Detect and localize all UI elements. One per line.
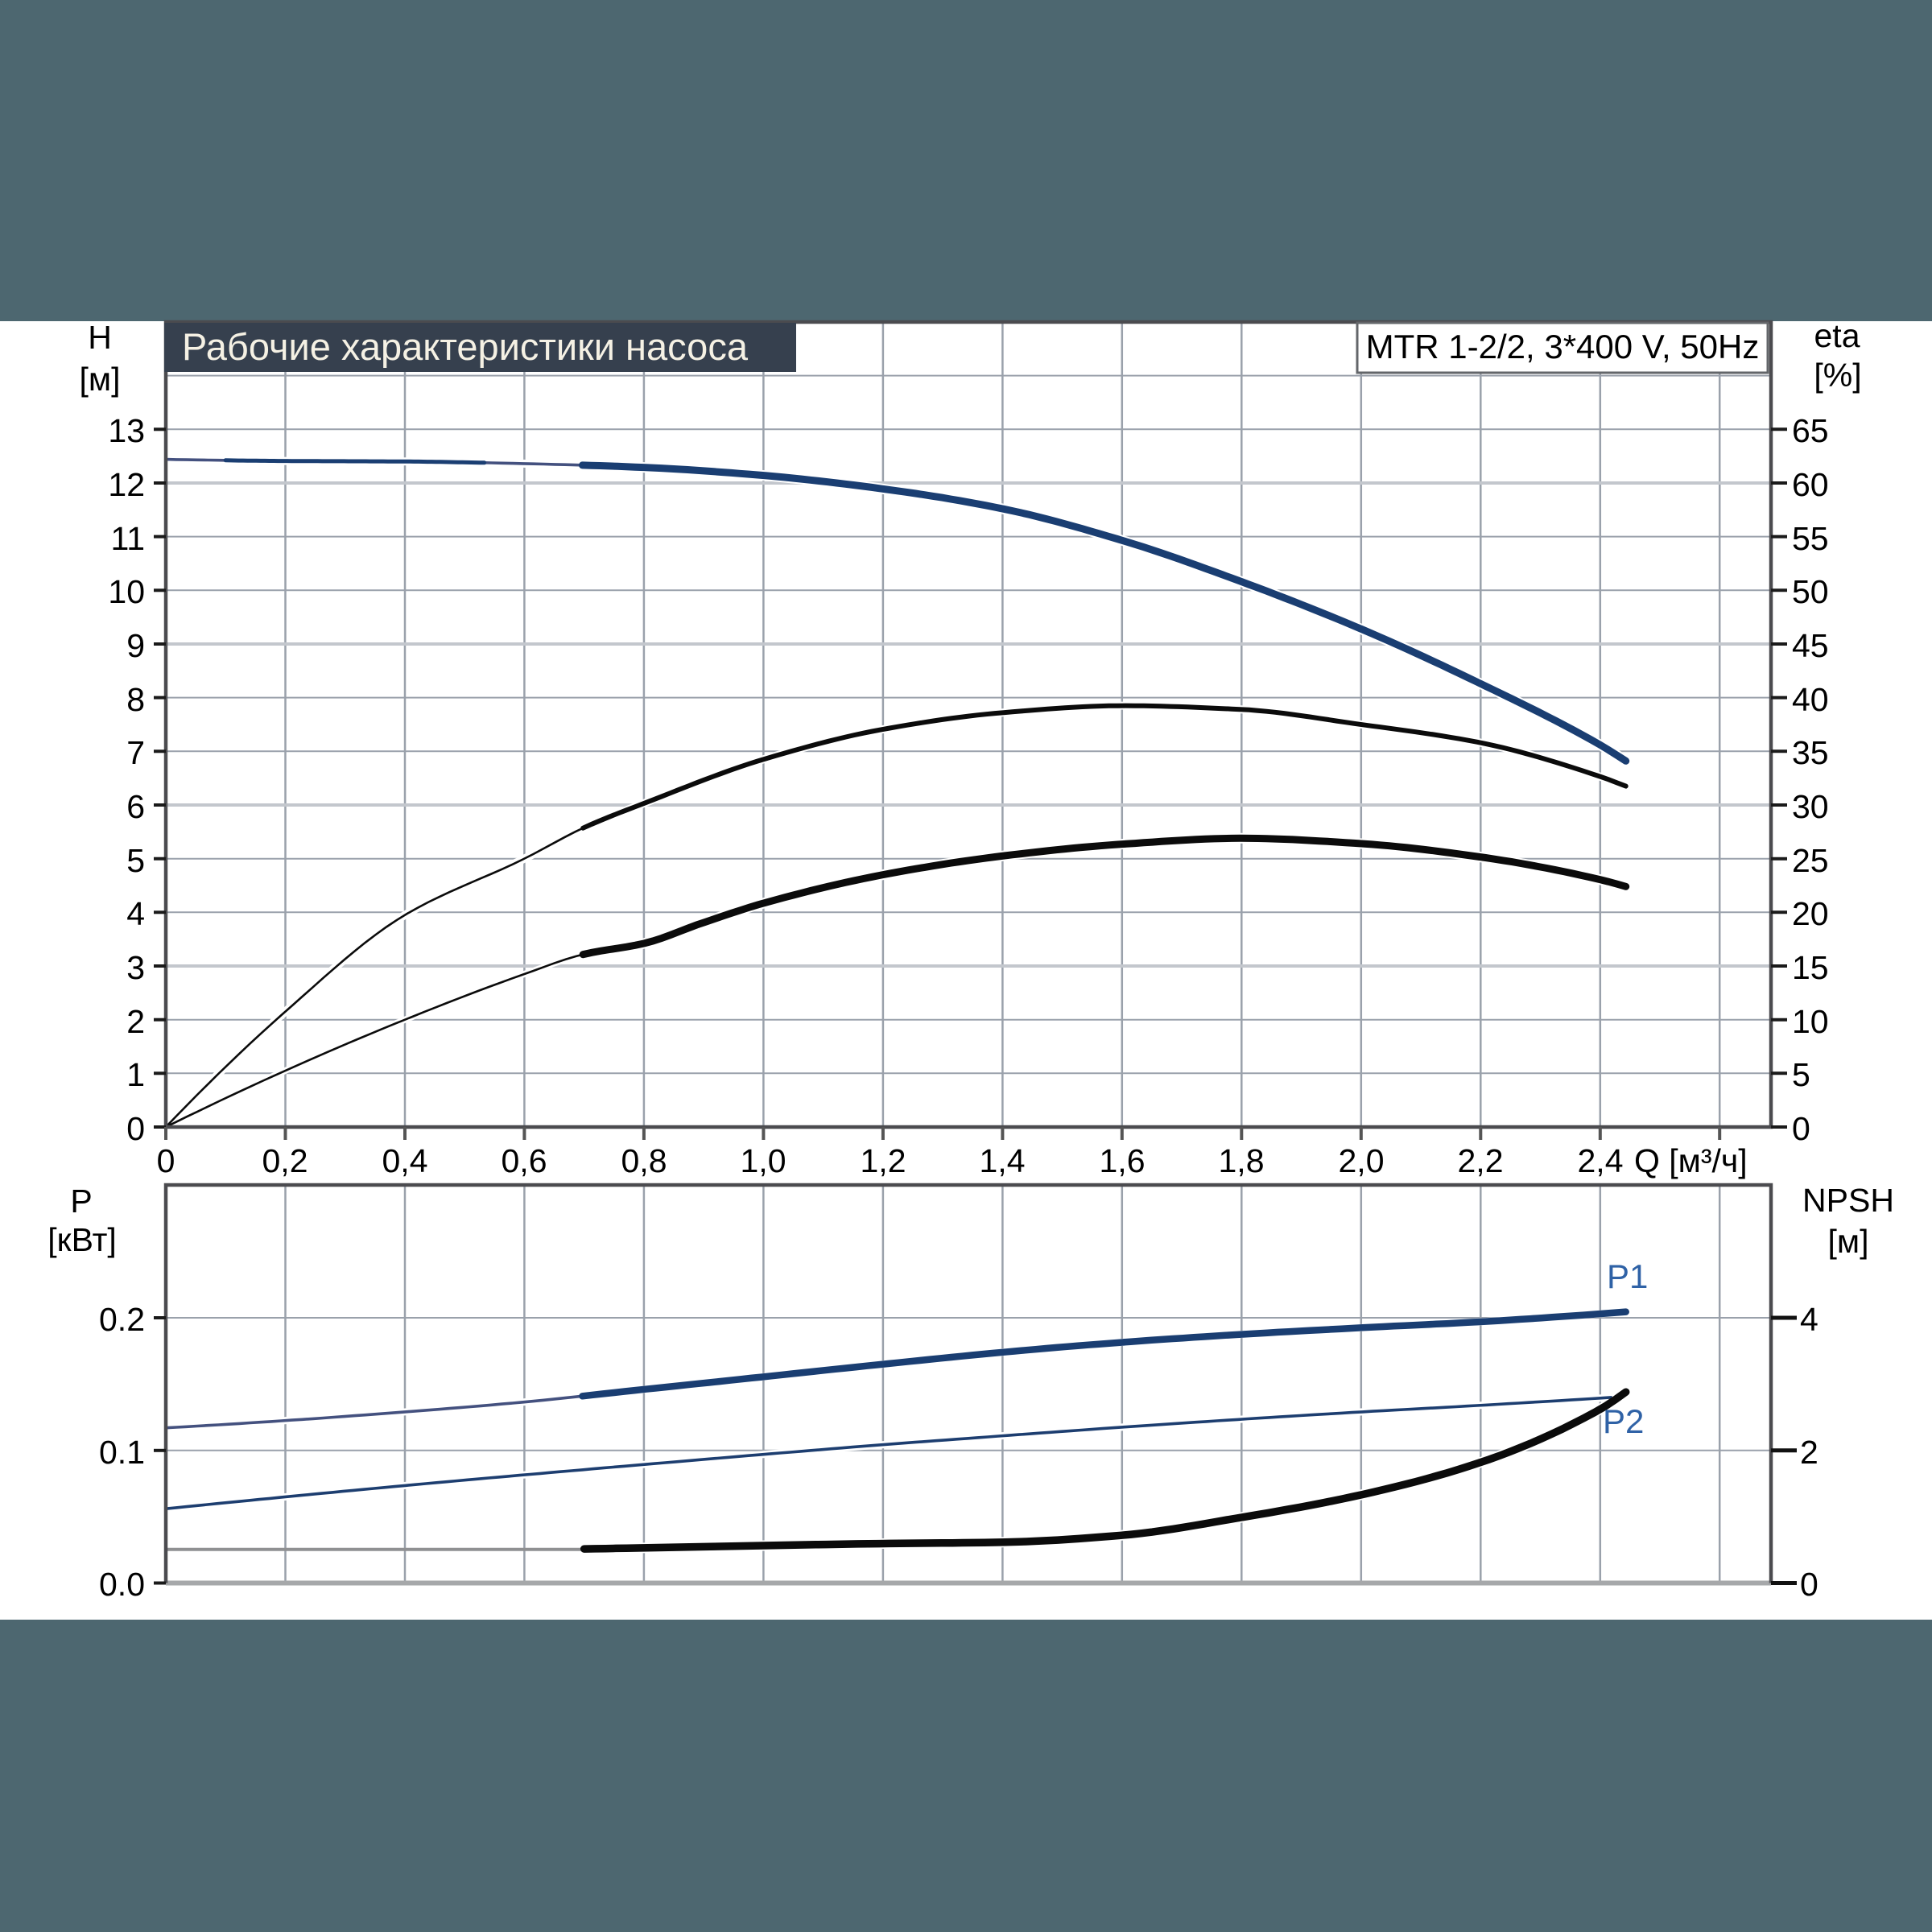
svg-text:11: 11 [110, 520, 145, 557]
svg-text:45: 45 [1792, 627, 1829, 664]
svg-text:35: 35 [1792, 734, 1829, 771]
svg-text:20: 20 [1792, 895, 1829, 932]
svg-text:65: 65 [1792, 412, 1829, 449]
svg-text:0: 0 [126, 1110, 145, 1147]
svg-text:0,6: 0,6 [502, 1142, 547, 1179]
svg-text:12: 12 [108, 466, 145, 503]
svg-text:3: 3 [126, 949, 145, 986]
svg-text:Рабочие характеристики насоса: Рабочие характеристики насоса [182, 325, 749, 368]
svg-text:10: 10 [1792, 1003, 1829, 1040]
svg-text:4: 4 [1800, 1301, 1818, 1338]
svg-text:6: 6 [126, 788, 145, 825]
svg-text:0.2: 0.2 [99, 1301, 145, 1338]
svg-text:1,8: 1,8 [1219, 1142, 1265, 1179]
svg-text:55: 55 [1792, 520, 1829, 557]
svg-text:2,4: 2,4 [1578, 1142, 1624, 1179]
svg-text:60: 60 [1792, 466, 1829, 503]
svg-text:H: H [88, 319, 112, 356]
svg-text:0.1: 0.1 [99, 1434, 145, 1471]
svg-text:1,6: 1,6 [1100, 1142, 1146, 1179]
svg-text:25: 25 [1792, 842, 1829, 879]
svg-text:15: 15 [1792, 949, 1829, 986]
svg-text:1,2: 1,2 [861, 1142, 906, 1179]
svg-text:MTR 1-2/2, 3*400 V, 50Hz: MTR 1-2/2, 3*400 V, 50Hz [1366, 328, 1760, 365]
svg-text:eta: eta [1814, 317, 1860, 354]
svg-text:1: 1 [126, 1056, 145, 1093]
svg-text:0: 0 [1792, 1110, 1810, 1147]
svg-text:4: 4 [126, 895, 145, 932]
svg-text:0,2: 0,2 [262, 1142, 308, 1179]
svg-text:[кВт]: [кВт] [47, 1221, 116, 1258]
svg-text:2,2: 2,2 [1458, 1142, 1504, 1179]
svg-text:P2: P2 [1603, 1402, 1644, 1440]
svg-text:5: 5 [126, 842, 145, 879]
svg-text:P1: P1 [1607, 1257, 1648, 1295]
svg-text:NPSH: NPSH [1802, 1182, 1894, 1219]
svg-text:2: 2 [1800, 1434, 1818, 1471]
svg-text:[%]: [%] [1814, 357, 1861, 394]
svg-text:Q [м³/ч]: Q [м³/ч] [1634, 1142, 1748, 1179]
svg-text:10: 10 [108, 573, 145, 610]
svg-text:[м]: [м] [1828, 1223, 1869, 1260]
svg-text:0,8: 0,8 [621, 1142, 667, 1179]
svg-text:7: 7 [126, 734, 145, 771]
svg-text:1,4: 1,4 [980, 1142, 1026, 1179]
svg-text:2: 2 [126, 1003, 145, 1040]
svg-text:40: 40 [1792, 681, 1829, 718]
svg-text:9: 9 [126, 627, 145, 664]
svg-text:13: 13 [108, 412, 145, 449]
svg-text:0: 0 [157, 1142, 175, 1179]
svg-text:[м]: [м] [80, 361, 121, 398]
svg-text:50: 50 [1792, 573, 1829, 610]
svg-text:P: P [70, 1183, 92, 1220]
svg-text:30: 30 [1792, 788, 1829, 825]
svg-text:8: 8 [126, 681, 145, 718]
svg-text:5: 5 [1792, 1056, 1810, 1093]
svg-text:2,0: 2,0 [1339, 1142, 1385, 1179]
svg-text:1,0: 1,0 [741, 1142, 786, 1179]
svg-text:0.0: 0.0 [99, 1566, 145, 1603]
svg-text:0: 0 [1800, 1566, 1818, 1603]
svg-text:0,4: 0,4 [382, 1142, 428, 1179]
